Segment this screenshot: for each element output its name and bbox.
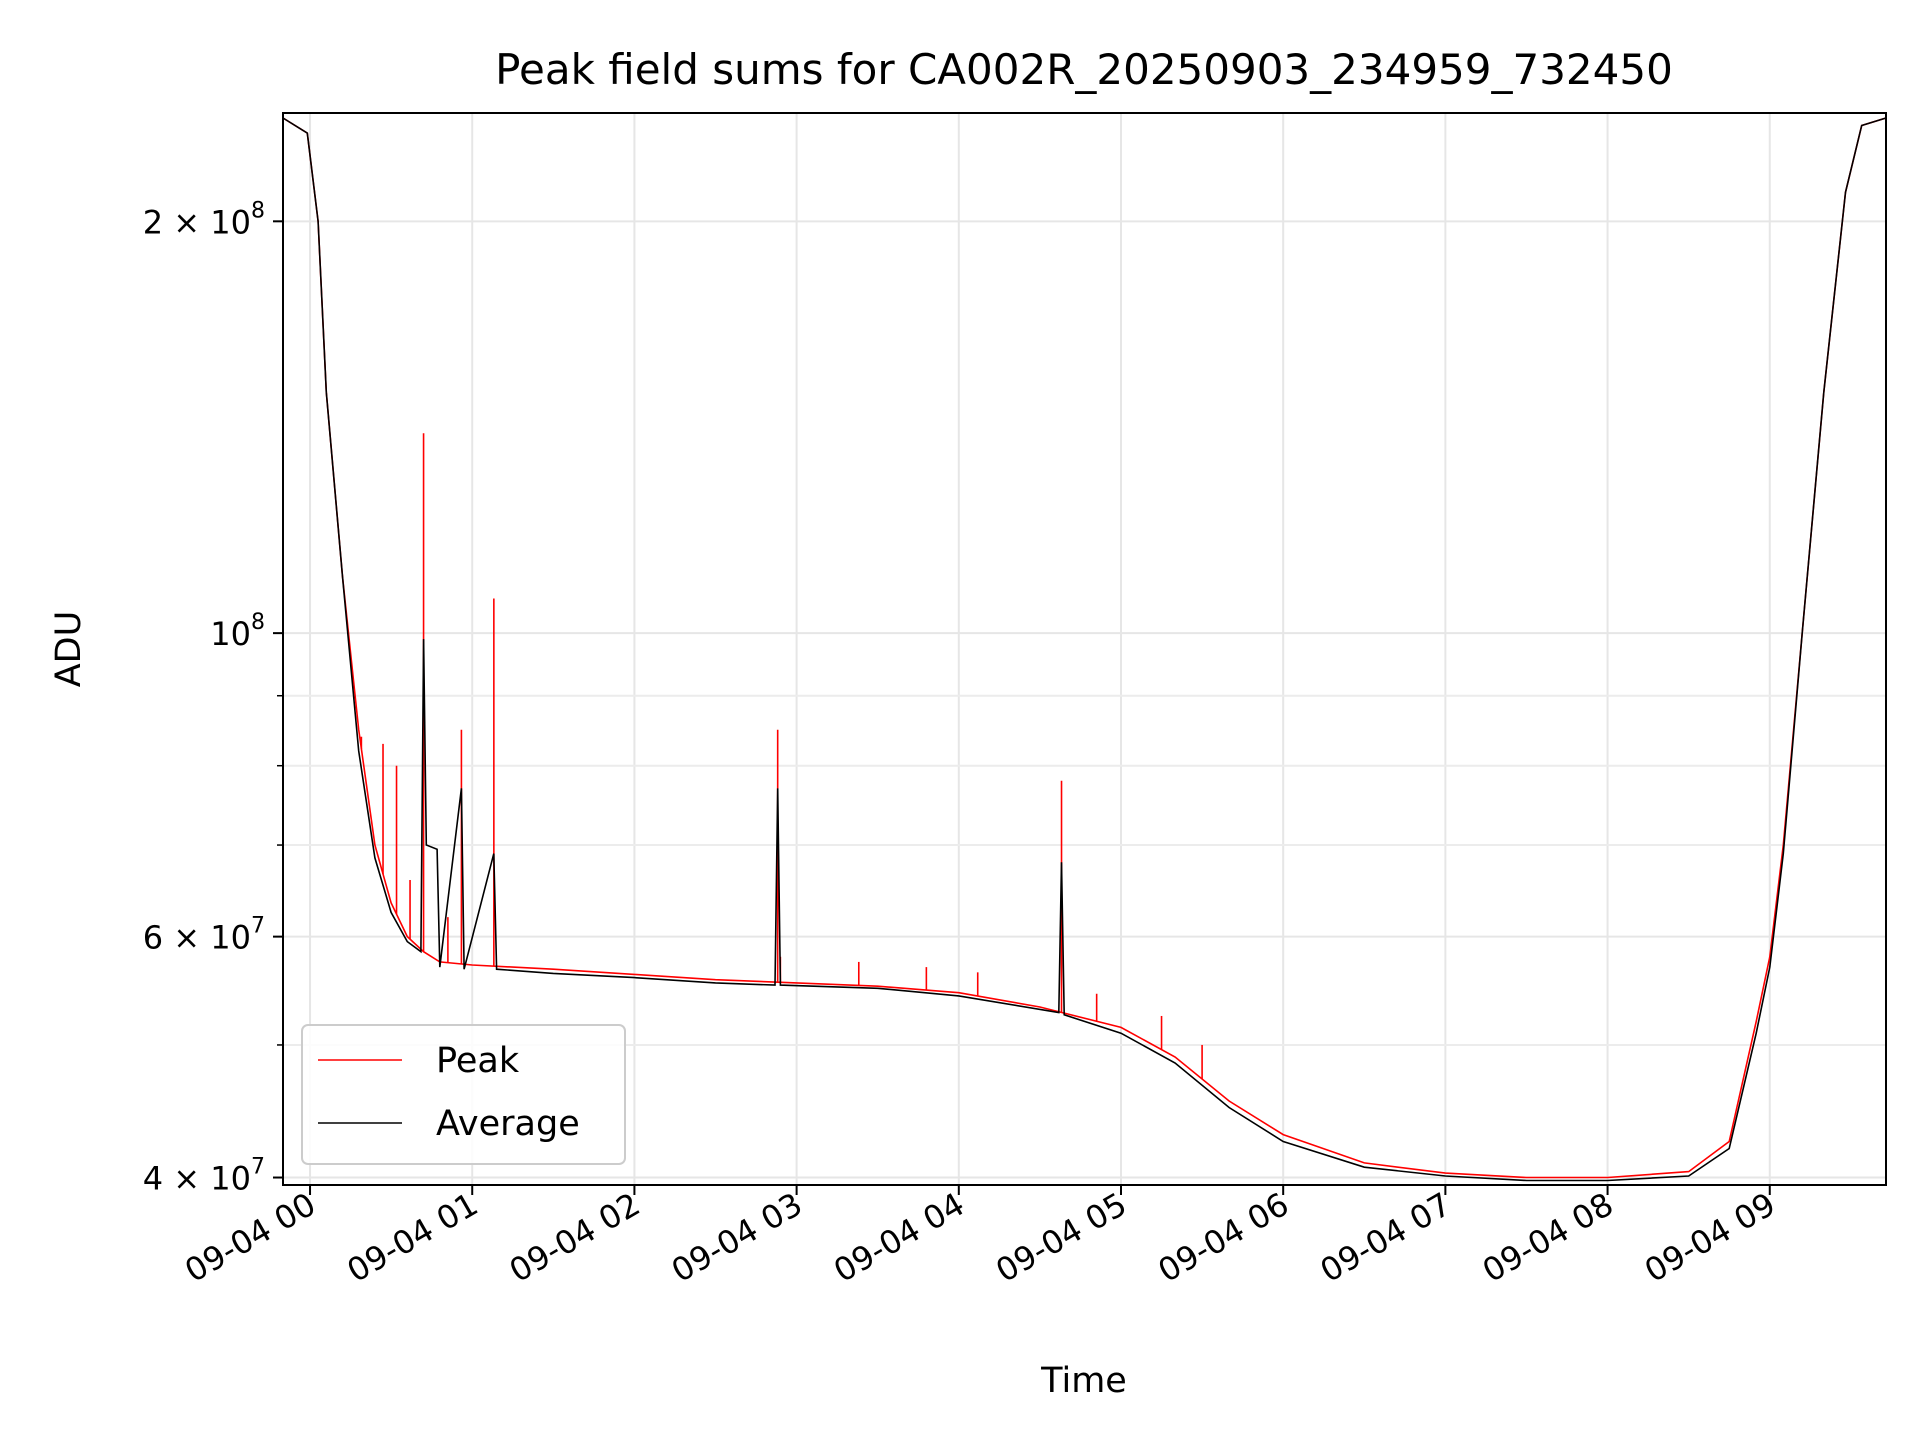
x-axis-label: Time [1040, 1361, 1127, 1401]
x-tick-label: 09-04 01 [341, 1185, 485, 1290]
peak-spikes [360, 433, 1203, 1079]
y-tick-label-base: 2 × 10 [143, 203, 251, 241]
y-tick-label-exponent: 8 [251, 610, 265, 635]
y-axis-label: ADU [49, 611, 89, 688]
y-tick-label: 108 [210, 610, 265, 653]
y-tick-label: 6 × 107 [143, 914, 265, 957]
series-line-average [282, 117, 1887, 1182]
y-tick-label-exponent: 7 [251, 914, 265, 939]
y-tick-label-exponent: 7 [251, 1155, 265, 1180]
y-tick-label-base: 10 [210, 615, 251, 653]
x-tick-label: 09-04 07 [1314, 1185, 1458, 1290]
x-tick-label: 09-04 05 [989, 1185, 1133, 1290]
x-tick-label: 09-04 00 [178, 1185, 322, 1290]
plot-area [282, 117, 1887, 1182]
x-tick-label: 09-04 04 [827, 1185, 971, 1290]
legend-label-average: Average [436, 1104, 580, 1144]
x-tick-label: 09-04 09 [1638, 1185, 1782, 1290]
chart-title: Peak field sums for CA002R_20250903_2349… [495, 45, 1673, 94]
legend: Peak Average [301, 1024, 626, 1165]
plot-frame [282, 112, 1887, 1186]
x-tick-label: 09-04 03 [665, 1185, 809, 1290]
y-tick-label: 2 × 108 [143, 198, 265, 241]
x-tick-label: 09-04 02 [503, 1185, 647, 1290]
x-tick-label: 09-04 08 [1476, 1185, 1620, 1290]
y-tick-label: 4 × 107 [143, 1155, 265, 1198]
y-tick-label-base: 6 × 10 [143, 919, 251, 957]
y-tick-label-base: 4 × 10 [143, 1160, 251, 1198]
x-tick-label: 09-04 06 [1152, 1185, 1296, 1290]
series-line-peak [282, 117, 1887, 1179]
x-axis: 09-04 00 09-04 01 09-04 02 09-04 03 09-04 04… [178, 1185, 1782, 1290]
legend-label-peak: Peak [436, 1041, 520, 1081]
y-tick-label-exponent: 8 [251, 198, 265, 223]
